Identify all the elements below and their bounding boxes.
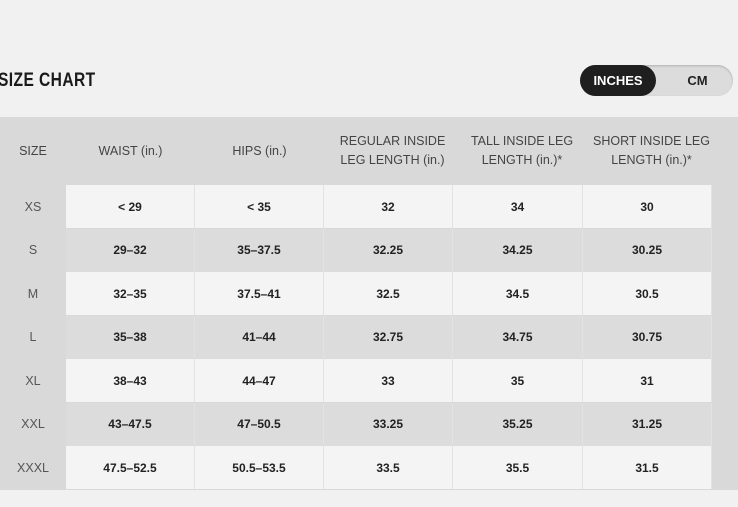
table-cell: 30.75 [583,315,712,359]
table-cell: 44–47 [195,359,324,402]
table-cell: 31.5 [583,446,712,489]
table-cell: 35 [453,359,583,402]
size-chart-table: SIZE WAIST (in.) HIPS (in.) REGULAR INSIDE … [0,117,738,490]
table-cell: 43–47.5 [66,402,195,446]
table-cell: 30 [583,185,712,228]
table-cell: 35.25 [453,402,583,446]
size-label: XL [25,373,41,388]
unit-toggle[interactable]: INCHES CM [580,65,733,96]
table-cell: 34.75 [453,315,583,359]
page-title: SIZE CHART [0,70,96,91]
table-cell: 32 [324,185,453,228]
table-cell: 35–38 [66,315,195,359]
column-header: HIPS (in.) [232,143,287,158]
table-cell: 31 [583,359,712,402]
column-header: TALL INSIDE LEG LENGTH (in.)* [470,134,574,167]
table-cell: 47.5–52.5 [66,446,195,489]
table-cell: 30.5 [583,272,712,315]
table-cell: 33 [324,359,453,402]
table-cell: 33.25 [324,402,453,446]
inches-option[interactable]: INCHES [580,65,656,96]
size-label: S [28,243,38,257]
table-cell: 32.75 [324,315,453,359]
table-cell: 38–43 [66,359,195,402]
column-header: WAIST (in.) [98,143,163,158]
size-label: XXL [21,417,45,431]
size-label: XS [24,199,42,214]
size-label: XXXL [17,460,49,475]
table-cell: 34.25 [453,228,583,272]
table-cell: 32–35 [66,272,195,315]
table-cell: 41–44 [195,315,324,359]
cm-option[interactable]: CM [687,73,708,88]
table-cell: 31.25 [583,402,712,446]
table-cell: 29–32 [66,228,195,272]
table-cell: 47–50.5 [195,402,324,446]
column-header: REGULAR INSIDE LEG LENGTH (in.) [339,134,446,167]
column-header: SHORT INSIDE LEG LENGTH (in.)* [593,134,710,167]
table-cell: 34 [453,185,583,228]
table-cell: 35–37.5 [195,228,324,272]
table-cell: 50.5–53.5 [195,446,324,489]
size-label: M [27,286,39,301]
table-cell: < 35 [195,185,324,228]
size-label: L [29,330,37,344]
column-header: SIZE [19,143,47,158]
table-cell: 37.5–41 [195,272,324,315]
table-cell: 33.5 [324,446,453,489]
table-cell: 32.5 [324,272,453,315]
table-cell: 30.25 [583,228,712,272]
table-cell: 35.5 [453,446,583,489]
table-cell: 32.25 [324,228,453,272]
table-cell: < 29 [66,185,195,228]
table-cell: 34.5 [453,272,583,315]
